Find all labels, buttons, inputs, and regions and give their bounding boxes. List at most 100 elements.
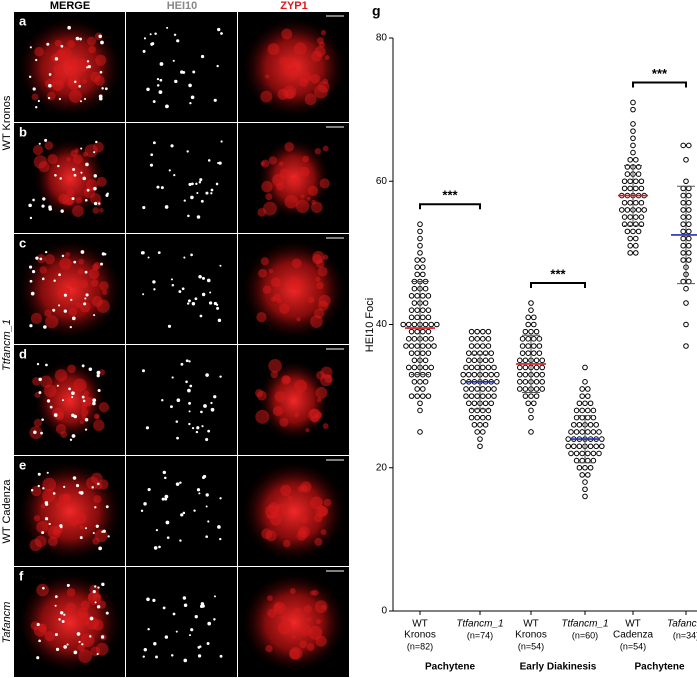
hei10-focus — [37, 99, 40, 103]
micrograph — [126, 234, 237, 344]
hei10-focus — [94, 601, 97, 604]
hei10-focus — [67, 25, 71, 30]
data-point — [482, 357, 489, 364]
hei10-focus — [97, 586, 100, 589]
data-point — [525, 336, 532, 342]
hei10-focus — [201, 276, 205, 280]
hei10-focus — [41, 204, 45, 208]
data-point — [471, 357, 478, 364]
zyp1-patch — [81, 408, 89, 417]
hei10-focus — [72, 168, 76, 171]
data-point — [633, 214, 639, 220]
category-label: Ttfancm_1 — [456, 619, 503, 630]
hei10-focus — [205, 535, 209, 539]
category-label: Kronos — [404, 630, 436, 641]
zyp1-patch — [314, 537, 323, 546]
zyp1-patch — [98, 369, 106, 376]
hei10-focus — [45, 250, 48, 254]
data-point — [579, 450, 586, 457]
hei10-focus — [165, 104, 169, 109]
hei10-focus — [216, 306, 220, 310]
data-point — [525, 400, 532, 407]
zyp1-patch — [289, 588, 296, 595]
hei10-focus — [71, 396, 74, 399]
hei10-focus — [202, 474, 207, 479]
data-point — [474, 414, 481, 421]
zyp1-patch — [96, 299, 110, 313]
zyp1-patch — [31, 485, 42, 497]
zyp1-patch — [302, 155, 310, 163]
data-point — [630, 135, 636, 142]
data-point — [528, 328, 534, 335]
hei10-focus — [28, 75, 32, 79]
data-point — [680, 221, 687, 228]
hei10-focus — [152, 100, 156, 104]
zyp1-patch — [75, 197, 83, 204]
category-label: Tafancm — [667, 619, 697, 630]
zyp1-patch — [65, 62, 77, 74]
hei10-focus — [36, 622, 40, 627]
data-point — [533, 328, 540, 335]
panel-letter: g — [372, 3, 381, 19]
data-point — [683, 156, 689, 163]
hei10-focus — [78, 491, 82, 494]
row-label: WT Kronos — [1, 95, 13, 150]
zyp1-patch — [68, 307, 78, 316]
y-tick-label: 60 — [376, 176, 388, 187]
data-point — [633, 242, 639, 249]
hei10-focus — [94, 585, 97, 588]
hei10-focus — [93, 201, 98, 206]
significance-bracket — [419, 203, 481, 210]
data-point — [627, 199, 634, 206]
hei10-focus — [54, 57, 59, 61]
data-point — [480, 429, 486, 435]
zyp1-patch — [315, 276, 321, 282]
hei10-focus — [56, 384, 59, 387]
data-point — [525, 343, 532, 349]
hei10-focus — [161, 497, 165, 501]
hei10-focus — [213, 395, 217, 399]
micrograph — [126, 12, 237, 122]
data-point — [571, 421, 577, 428]
zyp1-patch — [54, 369, 68, 382]
hei10-focus — [48, 73, 52, 76]
data-point — [638, 178, 645, 185]
data-point — [683, 285, 689, 292]
hei10-focus — [208, 301, 213, 305]
hei10-focus — [97, 388, 101, 392]
micrograph — [126, 123, 237, 233]
hei10-focus — [58, 618, 61, 621]
hei10-focus — [30, 489, 34, 492]
data-point — [525, 350, 532, 356]
hei10-focus — [71, 197, 75, 201]
data-point — [593, 421, 600, 428]
data-point — [417, 221, 423, 228]
zyp1-patch — [89, 584, 100, 595]
zyp1-patch — [45, 78, 55, 89]
zyp1-patch — [288, 276, 303, 291]
data-point — [485, 336, 492, 342]
zyp1-patch — [42, 477, 57, 492]
data-point — [573, 450, 580, 457]
hei10-focus — [96, 374, 100, 378]
data-point — [593, 443, 600, 450]
hei10-focus — [175, 482, 180, 486]
hei10-focus — [205, 191, 209, 195]
hei10-focus — [161, 399, 164, 402]
data-point — [539, 379, 546, 385]
hei10-focus — [149, 33, 152, 36]
micrograph — [126, 456, 237, 566]
data-point — [533, 393, 540, 399]
zyp1-patch — [99, 208, 104, 213]
data-point — [477, 421, 483, 428]
hei10-focus — [91, 486, 94, 489]
hei10-focus — [45, 502, 49, 506]
hei10-focus — [92, 398, 97, 403]
data-point — [474, 343, 481, 349]
data-point — [533, 379, 540, 385]
data-point — [522, 393, 529, 399]
zyp1-patch — [58, 46, 72, 60]
hei10-focus — [190, 195, 194, 200]
zyp1-patch — [77, 268, 85, 275]
hei10-focus — [201, 425, 204, 428]
